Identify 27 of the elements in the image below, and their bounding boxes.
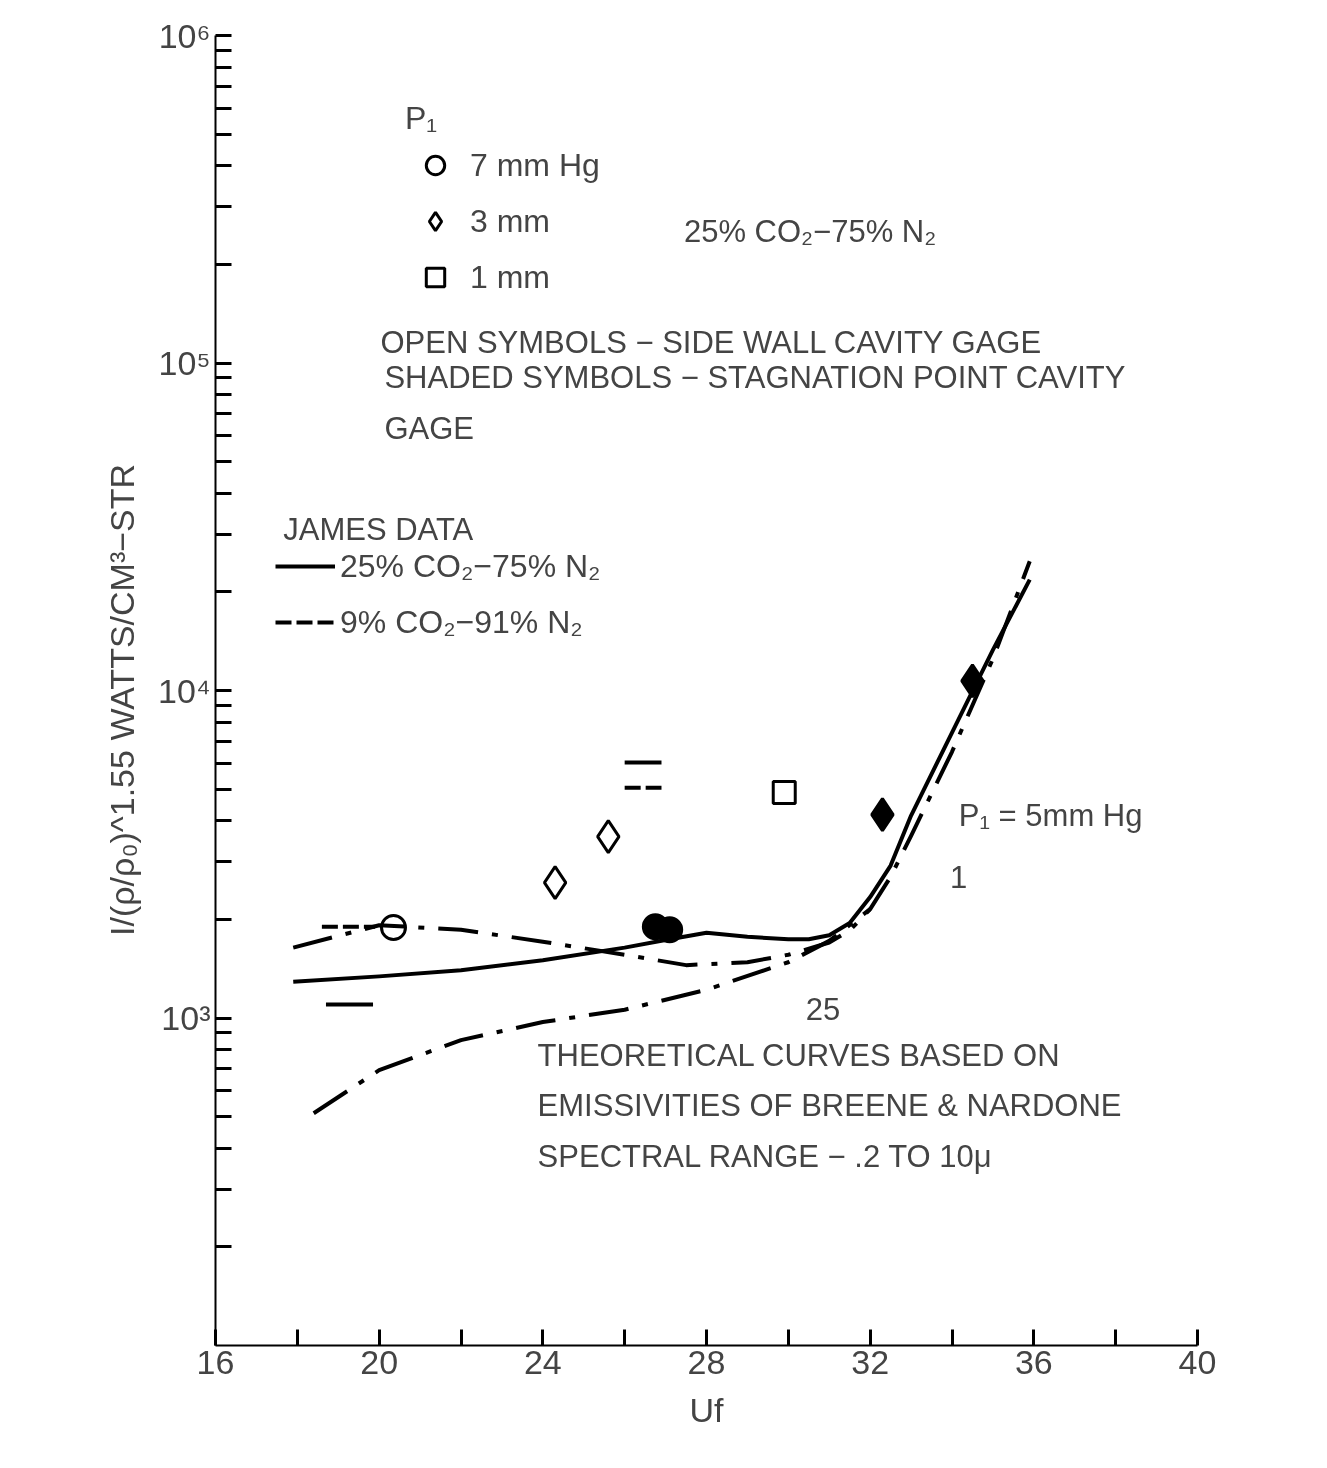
x-tick-label: 24 — [523, 1342, 562, 1381]
legend-label: 9% CO₂−91% N₂ — [340, 602, 583, 642]
x-axis-title: Uf — [689, 1390, 725, 1429]
y-tick-label: 10⁶ — [158, 16, 211, 55]
x-tick-label: 20 — [360, 1342, 399, 1381]
y-tick-label: 10⁵ — [158, 344, 211, 382]
y-tick-label: 10³ — [161, 999, 211, 1037]
annotation: 25 — [805, 992, 841, 1028]
x-tick-label: 36 — [1014, 1342, 1053, 1381]
x-tick-label: 32 — [851, 1342, 890, 1381]
y-tick-label: 10⁴ — [158, 671, 211, 710]
legend-label: 7 mm Hg — [470, 145, 600, 185]
x-tick-label: 16 — [196, 1342, 235, 1381]
legend-title: P₁ — [405, 100, 439, 137]
annotation: P₁ = 5mm Hg — [958, 797, 1143, 833]
legend-label: 1 mm — [470, 257, 550, 297]
annotation: 25% CO₂−75% N₂ — [683, 213, 937, 249]
x-tick-label: 40 — [1178, 1342, 1217, 1381]
annotation: SHADED SYMBOLS − STAGNATION POINT CAVITY GAGE — [384, 360, 1126, 447]
annotation: OPEN SYMBOLS − SIDE WALL CAVITY GAGE — [380, 325, 1042, 361]
annotation: 1 — [950, 860, 968, 896]
y-axis-title: I/(ρ/ρ₀)^1.55 WATTS/CM³−STR — [103, 463, 142, 936]
annotation: JAMES DATA — [283, 512, 474, 548]
annotation: THEORETICAL CURVES BASED ON EMISSIVITIES OF BREENE & NARDONE SPECTRAL RANGE − .2 TO 10μ — [537, 1037, 1122, 1175]
x-tick-label: 28 — [687, 1342, 726, 1381]
legend-label: 3 mm — [470, 201, 550, 241]
legend-label: 25% CO₂−75% N₂ — [340, 547, 601, 584]
